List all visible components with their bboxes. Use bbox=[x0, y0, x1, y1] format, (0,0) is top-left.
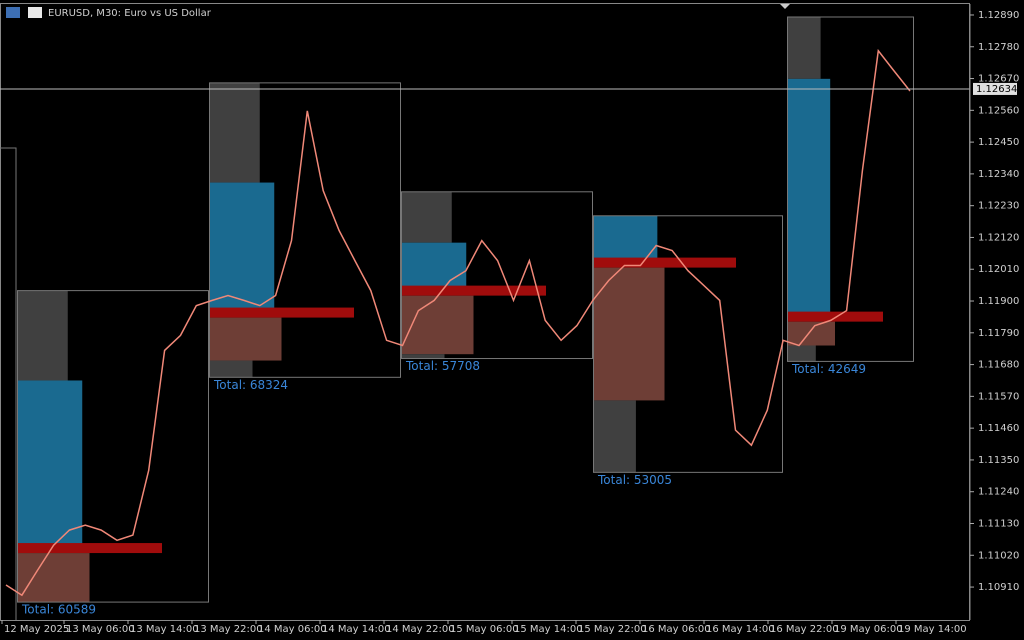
y-tick-label: 1.12340 bbox=[978, 169, 1019, 180]
price-line bbox=[5, 48, 911, 597]
icon bbox=[28, 7, 42, 18]
profile-lower bbox=[787, 345, 816, 362]
poc bbox=[209, 307, 354, 318]
x-tick-label: 14 May 06:00 bbox=[258, 624, 327, 635]
x-tick-label: 19 May 14:00 bbox=[898, 624, 967, 635]
profile-upper bbox=[17, 290, 68, 381]
x-tick-label: 16 May 14:00 bbox=[706, 624, 775, 635]
y-tick-label: 1.11680 bbox=[978, 360, 1019, 371]
value-area-low bbox=[593, 267, 665, 401]
y-tick-label: 1.11350 bbox=[978, 455, 1019, 466]
value-area-low bbox=[209, 317, 282, 361]
x-tick-label: 13 May 14:00 bbox=[130, 624, 199, 635]
poc bbox=[17, 543, 162, 554]
y-tick-label: 1.12450 bbox=[978, 137, 1019, 148]
y-tick-label: 1.11240 bbox=[978, 487, 1019, 498]
poc bbox=[401, 285, 546, 296]
profile-lower bbox=[401, 354, 445, 359]
partial-box bbox=[0, 147, 17, 620]
profile-box bbox=[17, 290, 209, 603]
profile-lower bbox=[209, 360, 253, 378]
y-tick-label: 1.11460 bbox=[978, 423, 1019, 434]
profile-total: Total: 60589 bbox=[21, 603, 96, 617]
value-area-high bbox=[593, 215, 658, 259]
value-area-high bbox=[17, 380, 83, 545]
profile-upper bbox=[401, 191, 452, 243]
header-title: EURUSD, M30: Euro vs US Dollar bbox=[48, 8, 212, 19]
poc bbox=[593, 257, 736, 268]
y-tick-label: 1.12890 bbox=[978, 10, 1019, 21]
x-tick-label: 16 May 22:00 bbox=[770, 624, 839, 635]
y-tick-label: 1.12670 bbox=[978, 74, 1019, 85]
y-tick-label: 1.11900 bbox=[978, 296, 1019, 307]
y-tick-label: 1.12230 bbox=[978, 201, 1019, 212]
profile-total: Total: 68324 bbox=[213, 378, 288, 392]
profile-total: Total: 53005 bbox=[597, 473, 672, 487]
x-tick-label: 14 May 22:00 bbox=[386, 624, 455, 635]
current-price-box bbox=[973, 82, 1017, 95]
value-area-low bbox=[787, 321, 835, 346]
y-tick-label: 1.12120 bbox=[978, 232, 1019, 243]
x-tick-label: 15 May 06:00 bbox=[450, 624, 519, 635]
y-tick-label: 1.11790 bbox=[978, 328, 1019, 339]
profile-total: Total: 57708 bbox=[405, 359, 480, 373]
profile-box bbox=[401, 191, 593, 360]
x-tick-label: 16 May 06:00 bbox=[642, 624, 711, 635]
icon bbox=[6, 7, 20, 18]
x-tick-label: 12 May 2025 bbox=[4, 624, 69, 635]
value-area-high bbox=[787, 78, 831, 313]
y-tick-label: 1.11570 bbox=[978, 391, 1019, 402]
profile-upper bbox=[787, 17, 821, 79]
profile-total: Total: 42649 bbox=[791, 362, 866, 376]
value-area-high bbox=[401, 242, 467, 287]
y-tick-label: 1.12010 bbox=[978, 264, 1019, 275]
x-tick-label: 15 May 14:00 bbox=[514, 624, 583, 635]
x-tick-label: 13 May 22:00 bbox=[194, 624, 263, 635]
x-tick-label: 13 May 06:00 bbox=[66, 624, 135, 635]
y-tick-label: 1.12780 bbox=[978, 42, 1019, 53]
current-price-label: 1.12634 bbox=[976, 84, 1017, 95]
profile-lower bbox=[593, 400, 636, 473]
x-tick-label: 14 May 14:00 bbox=[322, 624, 391, 635]
profile-box bbox=[787, 16, 914, 362]
y-tick-label: 1.10910 bbox=[978, 582, 1019, 593]
x-tick-label: 19 May 06:00 bbox=[834, 624, 903, 635]
marker bbox=[780, 4, 790, 9]
poc bbox=[787, 311, 883, 322]
value-area-low bbox=[17, 553, 90, 603]
value-area-low bbox=[401, 295, 474, 355]
y-tick-label: 1.11020 bbox=[978, 550, 1019, 561]
y-tick-label: 1.11130 bbox=[978, 518, 1019, 529]
profile-box bbox=[209, 82, 401, 378]
profile-upper bbox=[209, 82, 260, 183]
value-area-high bbox=[209, 182, 275, 309]
x-tick-label: 15 May 22:00 bbox=[578, 624, 647, 635]
y-tick-label: 1.12560 bbox=[978, 105, 1019, 116]
